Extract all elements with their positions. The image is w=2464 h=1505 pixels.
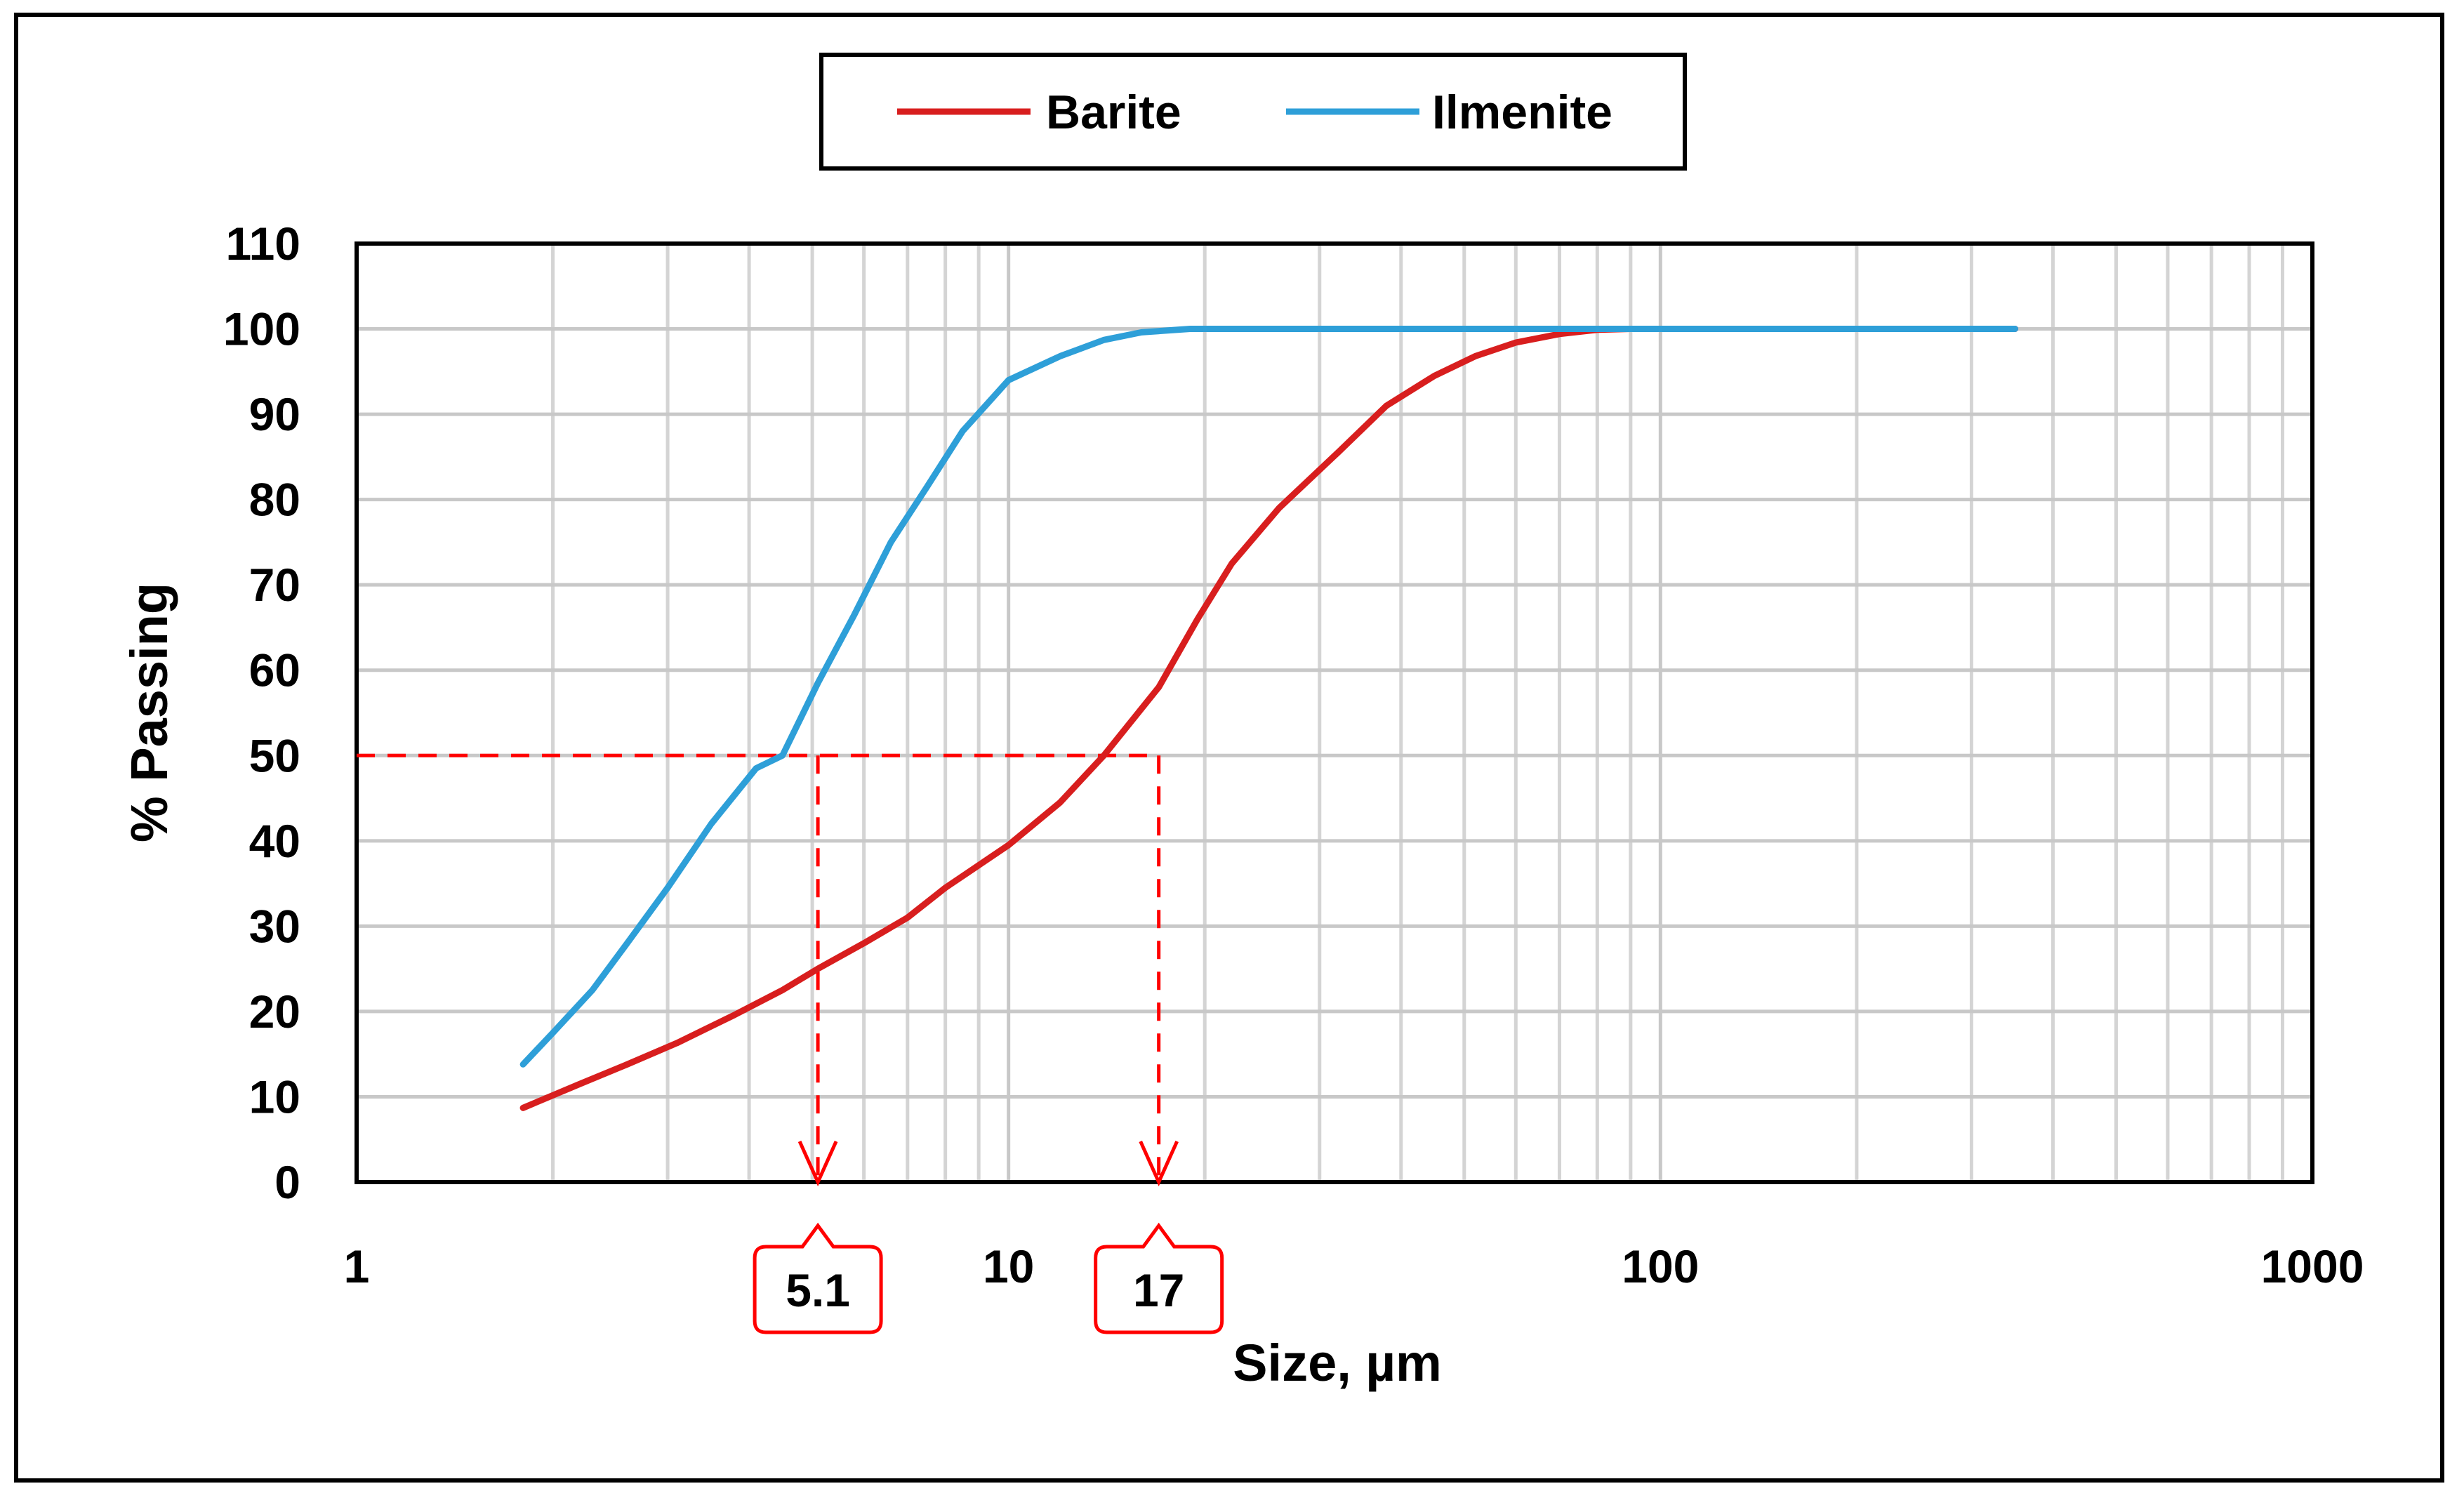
series-line-barite [519,326,2019,1111]
y-tick-label: 20 [249,986,300,1037]
series-layer [519,326,2019,1111]
legend: Barite Ilmenite [819,53,1687,171]
y-axis-title: % Passing [120,583,178,842]
legend-label-barite: Barite [1046,86,1181,139]
y-tick-label: 40 [249,815,300,867]
y-tick-label: 90 [249,388,300,440]
x-axis-title: Size, µm [1233,1334,1442,1392]
figure-frame [14,13,2444,1483]
callout-label: 5.1 [786,1264,850,1316]
y-tick-label: 0 [274,1156,300,1208]
grid-layer [357,244,2312,1182]
callouts: 5.1 17 [753,1222,1224,1334]
x-tick-label: 10 [983,1240,1034,1292]
callout-box [753,1222,883,1334]
x-tick-labels: 1 10 100 1000 [344,1240,2364,1292]
callout-label: 17 [1133,1264,1184,1316]
series-line-ilmenite [519,326,2019,1068]
y-tick-label: 60 [249,644,300,696]
legend-label-ilmenite: Ilmenite [1432,86,1612,139]
y-tick-label: 100 [223,303,300,355]
d50-arrowhead [1139,1140,1179,1187]
x-tick-label: 100 [1622,1240,1699,1292]
y-tick-label: 80 [249,474,300,526]
y-tick-label: 50 [249,729,300,781]
x-tick-label: 1000 [2261,1240,2364,1292]
plot-area-border [355,241,2314,1184]
y-tick-label: 70 [249,559,300,611]
callout-box [1094,1222,1224,1334]
y-tick-label: 10 [249,1070,300,1122]
y-tick-labels: 0 10 20 30 40 50 60 70 80 90 100 110 [223,218,300,1208]
y-tick-label: 30 [249,900,300,952]
reference-lines [357,753,1179,1187]
x-tick-label: 1 [344,1240,370,1292]
y-tick-label: 110 [226,218,300,270]
d50-arrowhead [797,1140,838,1187]
